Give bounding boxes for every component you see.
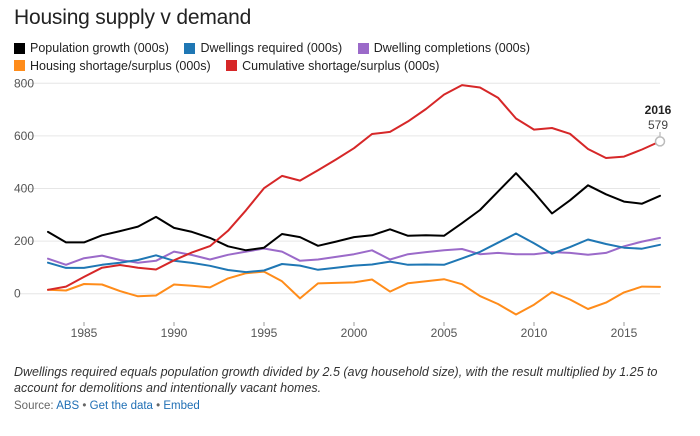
get-the-data-link[interactable]: Get the data [89, 400, 153, 412]
chart-legend: Population growth (000s) Dwellings requi… [14, 40, 654, 75]
series-line-population-growth-000s [47, 172, 661, 252]
series-line-housing-shortage-surplus-000s [47, 270, 661, 316]
x-tick-label: 1995 [251, 326, 278, 340]
chart-footnote: Dwellings required equals population gro… [14, 365, 658, 395]
series-line-dwelling-completions-000s [47, 236, 661, 266]
legend-swatch-cumulative-shortage-surplus [226, 60, 238, 71]
x-tick-label: 1985 [71, 326, 98, 340]
source-link-abs[interactable]: ABS [56, 400, 80, 412]
legend-label-dwellings-required: Dwellings required (000s) [200, 41, 343, 55]
legend-item-housing-shortage-surplus[interactable]: Housing shortage/surplus (000s) [14, 58, 211, 74]
embed-link[interactable]: Embed [163, 400, 200, 412]
series-line-dwellings-required-000s [47, 232, 661, 274]
y-tick-label: 400 [14, 181, 34, 195]
legend-swatch-housing-shortage-surplus [14, 60, 25, 71]
source-line: Source: ABS • Get the data • Embed [14, 400, 200, 412]
separator-dot: • [156, 400, 161, 412]
x-tick-label: 2010 [521, 326, 548, 340]
legend-swatch-dwelling-completions [357, 42, 369, 54]
annotation-year-label: 2016 [645, 103, 672, 117]
annotation-marker [654, 136, 666, 147]
legend-item-population-growth[interactable]: Population growth (000s) [14, 40, 169, 56]
legend-swatch-dwellings-required [184, 42, 196, 54]
source-label: Source: [14, 400, 54, 412]
y-tick-label: 200 [14, 234, 34, 248]
legend-label-cumulative-shortage-surplus: Cumulative shortage/surplus (000s) [242, 58, 440, 73]
legend-item-cumulative-shortage-surplus[interactable]: Cumulative shortage/surplus (000s) [226, 58, 439, 74]
x-tick-label: 2015 [611, 326, 638, 340]
legend-label-housing-shortage-surplus: Housing shortage/surplus (000s) [30, 58, 211, 73]
legend-label-dwelling-completions: Dwelling completions (000s) [373, 41, 531, 55]
y-tick-label: 800 [14, 76, 34, 90]
chart-title: Housing supply v demand [14, 6, 252, 29]
legend-item-dwellings-required[interactable]: Dwellings required (000s) [184, 40, 342, 56]
x-tick-label: 1990 [161, 326, 188, 340]
legend-swatch-population-growth [14, 42, 25, 54]
legend-label-population-growth: Population growth (000s) [30, 41, 169, 55]
x-tick-label: 2005 [431, 326, 458, 340]
series-line-cumulative-shortage-surplus-000s [47, 84, 661, 291]
legend-item-dwelling-completions[interactable]: Dwelling completions (000s) [357, 40, 531, 56]
x-tick-label: 2000 [341, 326, 368, 340]
y-tick-label: 600 [14, 129, 34, 143]
annotation-value-label: 579 [648, 118, 668, 132]
y-tick-label: 0 [14, 287, 21, 301]
separator-dot: • [82, 400, 87, 412]
